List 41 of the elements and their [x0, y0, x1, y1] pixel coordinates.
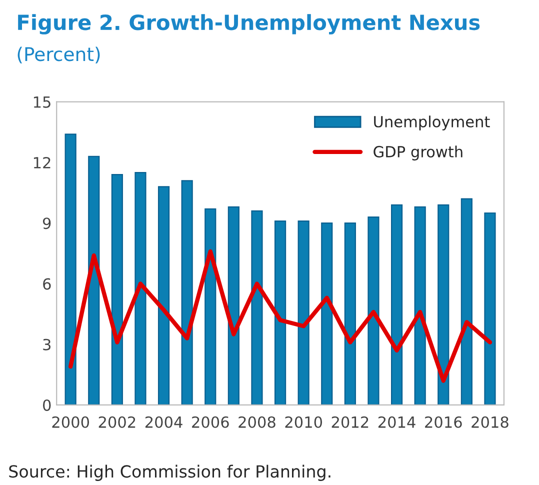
bar [298, 220, 310, 405]
x-tick-label: 2018 [472, 416, 508, 428]
bar [158, 186, 170, 405]
bar [134, 172, 146, 405]
bar [438, 204, 450, 405]
source-note: Source: High Commission for Planning. [9, 464, 330, 481]
bar [204, 208, 216, 405]
bar [414, 206, 426, 405]
bar [344, 222, 356, 405]
chart-title: Figure 2. Growth-Unemployment Nexus [18, 14, 480, 34]
y-tick-label: 3 [43, 338, 51, 350]
legend-label: Unemployment [374, 116, 490, 130]
y-tick-label: 6 [43, 278, 51, 290]
bar [228, 206, 240, 405]
line-series [68, 249, 492, 383]
bar [321, 222, 333, 405]
chart-subtitle: (Percent) [18, 46, 100, 64]
bar [274, 220, 286, 405]
y-tick-label: 9 [42, 218, 51, 230]
x-tick-label: 2012 [332, 416, 368, 428]
bar [181, 180, 193, 405]
bar [484, 212, 496, 405]
x-tick-label: 2010 [285, 416, 322, 428]
bar [460, 198, 472, 405]
bar [64, 134, 76, 405]
x-tick-label: 2000 [52, 416, 89, 428]
bar [390, 204, 403, 405]
x-tick-label: 2014 [378, 416, 416, 428]
bar [368, 216, 380, 405]
x-tick-label: 2016 [425, 416, 462, 428]
x-tick-label: 2006 [192, 416, 229, 428]
y-tick-label: 12 [34, 156, 50, 168]
y-tick-label: 15 [34, 96, 50, 108]
bar [88, 156, 100, 405]
x-tick-label: 2004 [145, 416, 182, 428]
x-tick-label: 2002 [98, 416, 136, 428]
legend-label: GDP growth [374, 146, 462, 160]
bar [251, 210, 263, 405]
y-tick-label: 0 [43, 399, 51, 411]
bar [111, 174, 123, 405]
x-tick-label: 2008 [238, 416, 276, 428]
